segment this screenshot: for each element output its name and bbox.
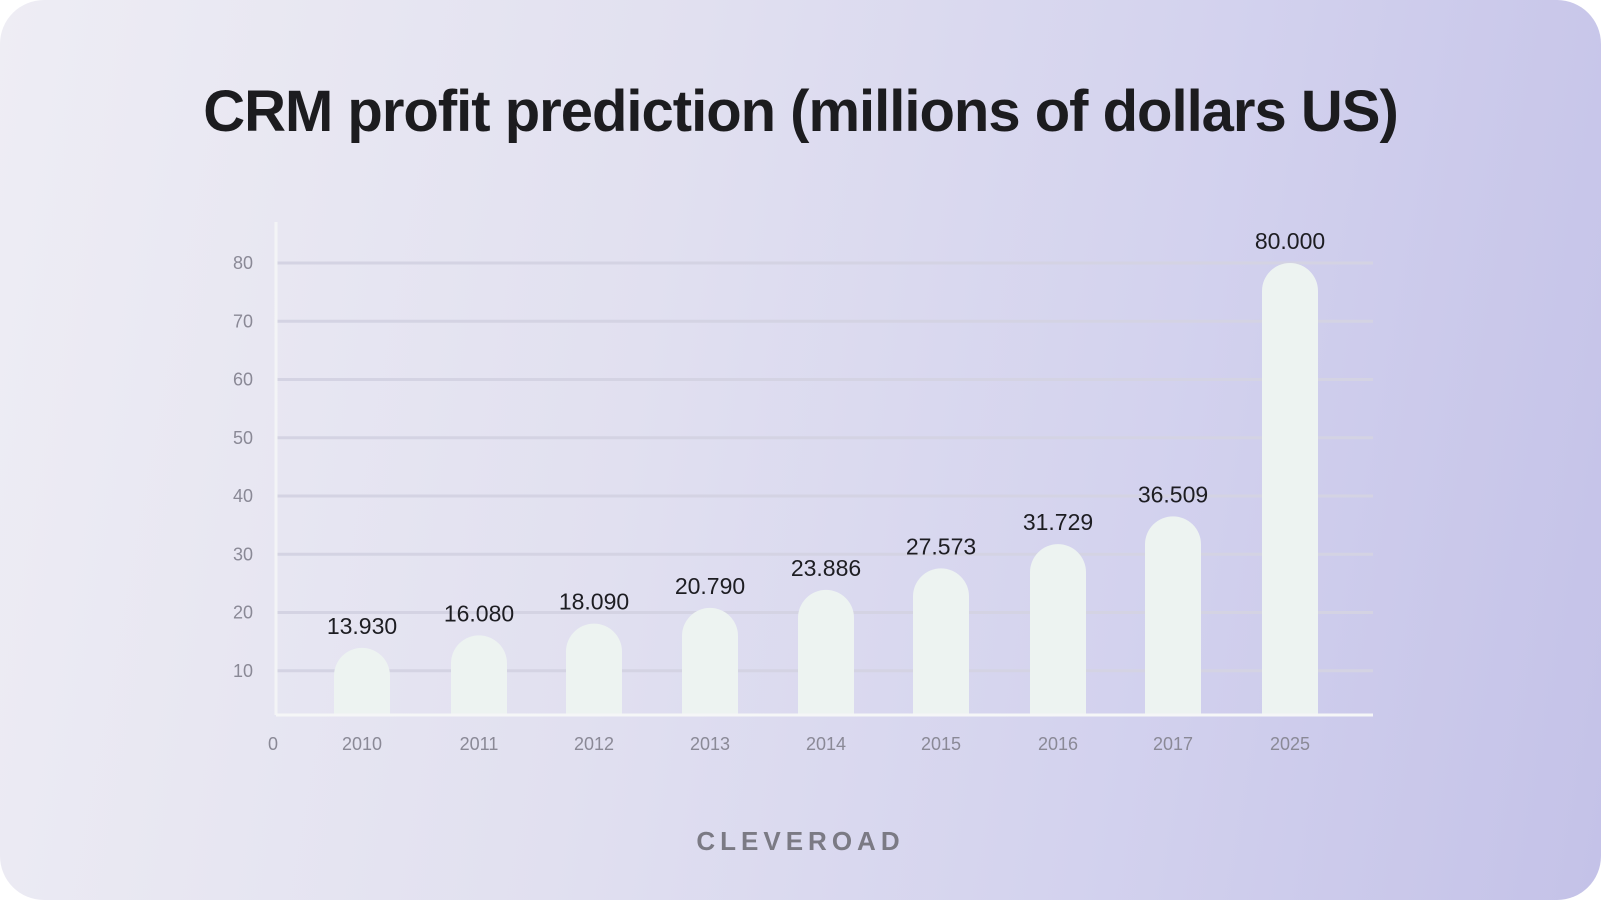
cleveroad-logo: CLEVEROAD — [696, 826, 905, 856]
data-label: 31.729 — [1023, 509, 1093, 535]
bar — [1262, 263, 1318, 715]
data-label: 20.790 — [675, 573, 745, 599]
y-tick-label: 20 — [233, 603, 253, 623]
bar — [682, 607, 738, 715]
x-tick-label: 2015 — [921, 734, 961, 754]
x-tick-label: 2014 — [806, 734, 846, 754]
origin-label: 0 — [268, 734, 278, 754]
data-label: 18.090 — [559, 589, 629, 615]
y-tick-label: 30 — [233, 544, 253, 564]
bar — [334, 647, 390, 715]
x-tick-label: 2011 — [460, 734, 499, 754]
x-tick-label: 2012 — [574, 734, 614, 754]
data-label: 27.573 — [906, 533, 976, 559]
x-tick-label: 2025 — [1270, 734, 1310, 754]
bar — [913, 568, 969, 715]
data-label: 13.930 — [327, 613, 397, 639]
x-tick-label: 2017 — [1153, 734, 1193, 754]
bar — [1030, 544, 1086, 715]
y-tick-label: 10 — [233, 661, 253, 681]
data-label: 80.000 — [1255, 228, 1325, 254]
bar — [566, 623, 622, 715]
y-tick-label: 80 — [233, 253, 253, 273]
bar — [451, 635, 507, 715]
x-tick-label: 2013 — [690, 734, 730, 754]
y-tick-label: 50 — [233, 428, 253, 448]
x-tick-label: 2016 — [1038, 734, 1078, 754]
y-tick-label: 40 — [233, 486, 253, 506]
chart-title: CRM profit prediction (millions of dolla… — [203, 79, 1399, 144]
y-tick-label: 60 — [233, 370, 253, 390]
bar — [798, 589, 854, 715]
data-label: 16.080 — [444, 600, 514, 626]
data-label: 23.886 — [791, 555, 861, 581]
x-tick-label: 2010 — [342, 734, 382, 754]
y-tick-label: 70 — [233, 311, 253, 331]
bar — [1145, 516, 1201, 715]
data-label: 36.509 — [1138, 481, 1208, 507]
